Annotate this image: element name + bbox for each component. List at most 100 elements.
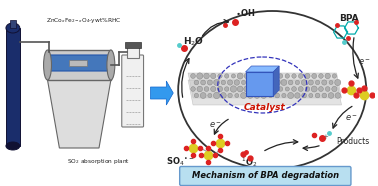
Ellipse shape [305, 87, 310, 91]
Bar [48, 50, 111, 80]
Ellipse shape [258, 86, 263, 92]
Text: +: + [323, 134, 328, 140]
Text: e$^-$: e$^-$ [345, 113, 358, 123]
FancyBboxPatch shape [180, 166, 351, 185]
Text: ZnCo$_x$Fe$_{2-x}$O$_4$-ywt%RHC: ZnCo$_x$Fe$_{2-x}$O$_4$-ywt%RHC [46, 15, 122, 25]
Ellipse shape [298, 86, 303, 92]
Ellipse shape [275, 93, 280, 98]
Text: SO$_2$ absorption plant: SO$_2$ absorption plant [67, 158, 130, 166]
Ellipse shape [254, 93, 260, 98]
Ellipse shape [295, 93, 300, 98]
Ellipse shape [316, 80, 320, 85]
Ellipse shape [298, 74, 303, 78]
Ellipse shape [322, 80, 327, 85]
Ellipse shape [251, 73, 256, 79]
Ellipse shape [292, 87, 296, 91]
Ellipse shape [332, 86, 337, 92]
Ellipse shape [305, 73, 310, 79]
Ellipse shape [201, 80, 206, 85]
Ellipse shape [285, 87, 289, 91]
Ellipse shape [328, 93, 334, 98]
Ellipse shape [242, 80, 246, 85]
Ellipse shape [285, 74, 290, 78]
Ellipse shape [325, 87, 330, 91]
Ellipse shape [319, 74, 323, 78]
Ellipse shape [258, 74, 262, 78]
Ellipse shape [335, 93, 341, 98]
Bar [10, 20, 16, 28]
Ellipse shape [271, 73, 277, 79]
Ellipse shape [240, 92, 246, 98]
Ellipse shape [231, 74, 235, 78]
Ellipse shape [292, 74, 296, 78]
Ellipse shape [214, 92, 220, 99]
Ellipse shape [255, 80, 259, 85]
Ellipse shape [225, 87, 229, 91]
Ellipse shape [194, 80, 199, 85]
Ellipse shape [6, 23, 20, 33]
Ellipse shape [237, 73, 243, 79]
Ellipse shape [218, 74, 222, 78]
Ellipse shape [221, 80, 226, 85]
Ellipse shape [237, 86, 243, 92]
Polygon shape [245, 66, 279, 72]
Ellipse shape [311, 86, 317, 92]
Ellipse shape [235, 94, 239, 97]
Ellipse shape [211, 73, 216, 79]
Ellipse shape [208, 93, 212, 98]
Text: e$^-$: e$^-$ [209, 120, 222, 130]
Text: $^1$O$_2$: $^1$O$_2$ [241, 155, 258, 169]
Ellipse shape [194, 93, 198, 98]
Polygon shape [150, 81, 173, 105]
Ellipse shape [234, 80, 240, 85]
Ellipse shape [262, 80, 266, 85]
Text: $\bullet$OH: $\bullet$OH [235, 7, 256, 17]
Ellipse shape [288, 92, 294, 99]
Polygon shape [273, 66, 279, 96]
Ellipse shape [264, 73, 270, 79]
Ellipse shape [268, 93, 273, 98]
FancyBboxPatch shape [48, 55, 110, 71]
Ellipse shape [214, 80, 220, 85]
Ellipse shape [43, 50, 51, 80]
Bar [69, 60, 87, 66]
Ellipse shape [220, 93, 226, 98]
Ellipse shape [204, 73, 209, 79]
Text: Mechanism of BPA degradation: Mechanism of BPA degradation [192, 171, 339, 180]
Ellipse shape [322, 93, 327, 98]
Ellipse shape [325, 73, 330, 79]
Ellipse shape [230, 86, 237, 92]
Ellipse shape [204, 87, 209, 91]
Ellipse shape [267, 79, 274, 86]
Ellipse shape [295, 80, 299, 85]
Bar [6, 28, 20, 146]
Ellipse shape [248, 80, 253, 85]
FancyBboxPatch shape [122, 55, 144, 127]
Ellipse shape [248, 93, 253, 98]
Ellipse shape [244, 73, 249, 79]
Polygon shape [188, 73, 342, 98]
Ellipse shape [107, 50, 115, 80]
Ellipse shape [281, 80, 287, 86]
Ellipse shape [191, 73, 195, 78]
Ellipse shape [197, 86, 203, 92]
Ellipse shape [278, 74, 283, 78]
Ellipse shape [197, 73, 203, 79]
Ellipse shape [308, 80, 313, 85]
Ellipse shape [309, 93, 313, 98]
FancyBboxPatch shape [245, 72, 273, 96]
Ellipse shape [251, 86, 257, 92]
Ellipse shape [332, 74, 336, 78]
Ellipse shape [211, 86, 216, 92]
Ellipse shape [272, 87, 276, 91]
Ellipse shape [301, 80, 307, 85]
Text: BPA: BPA [339, 14, 358, 23]
Ellipse shape [208, 80, 212, 85]
Bar [127, 46, 139, 58]
Ellipse shape [261, 93, 266, 98]
Ellipse shape [282, 93, 286, 98]
Text: H$_2$O: H$_2$O [183, 36, 204, 48]
Text: SO$_4$$^{\bullet-}$: SO$_4$$^{\bullet-}$ [166, 156, 194, 168]
Ellipse shape [264, 86, 270, 92]
Ellipse shape [335, 79, 341, 86]
